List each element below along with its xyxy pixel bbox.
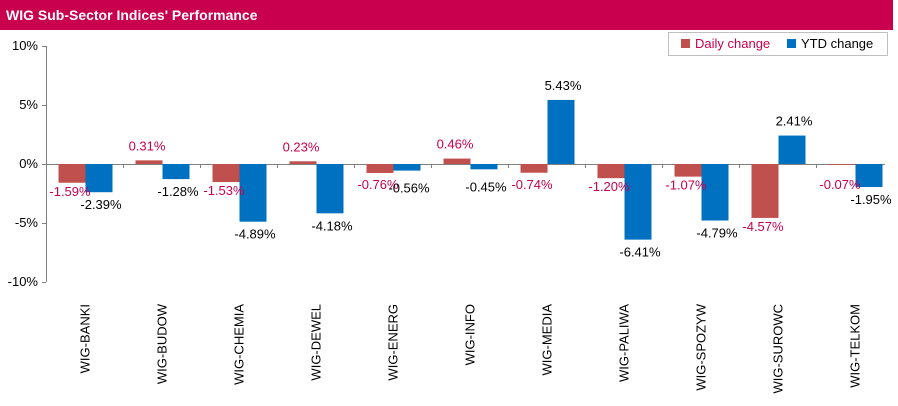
daily-change-data-label: -0.74% — [511, 177, 553, 192]
daily-change-bar — [751, 164, 779, 218]
daily-change-data-label: 0.23% — [283, 139, 320, 154]
ytd-change-data-label: -1.95% — [850, 192, 892, 207]
ytd-change-bar — [85, 164, 113, 193]
ytd-change-data-label: -0.56% — [388, 181, 430, 196]
daily-change-data-label: -1.20% — [588, 179, 630, 194]
daily-change-bar — [520, 164, 548, 173]
daily-change-data-label: -0.07% — [819, 177, 861, 192]
ytd-change-bar — [162, 164, 190, 180]
ytd-change-data-label: -4.18% — [311, 218, 353, 233]
daily-change-bar — [212, 164, 240, 183]
legend-swatch-daily — [681, 39, 690, 48]
ytd-change-data-label: 2.41% — [776, 114, 813, 129]
ytd-change-bar — [701, 164, 729, 221]
y-tick-label: -5% — [15, 215, 39, 230]
x-category-label: WIG-ENERG — [386, 304, 401, 381]
ytd-change-data-label: -6.41% — [619, 245, 661, 260]
legend-swatch-ytd — [787, 39, 796, 48]
daily-change-data-label: -0.76% — [357, 177, 399, 192]
y-tick-label: 5% — [19, 97, 38, 112]
legend-item-ytd: YTD change — [787, 36, 873, 51]
legend-label-ytd: YTD change — [801, 36, 874, 51]
x-category-label: WIG-BUDOW — [155, 303, 170, 384]
x-category-label: WIG-TELKOM — [848, 304, 863, 388]
x-category-label: WIG-MEDIA — [540, 304, 555, 376]
ytd-change-data-label: -4.89% — [234, 227, 276, 242]
daily-change-data-label: 0.31% — [129, 138, 166, 153]
y-tick-label: 0% — [19, 156, 38, 171]
ytd-change-data-label: -0.45% — [465, 179, 507, 194]
legend-label-daily: Daily change — [695, 36, 771, 51]
ytd-change-bar — [855, 164, 883, 188]
x-category-label: WIG-SUROWC — [771, 304, 786, 394]
daily-change-bar — [443, 158, 471, 164]
x-category-label: WIG-DEWEL — [309, 304, 324, 381]
daily-change-bar — [597, 164, 625, 179]
daily-change-bar — [135, 160, 163, 164]
x-category-label: WIG-CHEMIA — [232, 304, 247, 385]
chart-title: WIG Sub-Sector Indices' Performance — [6, 7, 258, 23]
ytd-change-bar — [316, 164, 344, 214]
y-tick-label: 10% — [12, 38, 38, 53]
daily-change-bar — [58, 164, 86, 183]
chart-header-bar: WIG Sub-Sector Indices' Performance — [0, 0, 893, 30]
x-category-label: WIG-SPOZYW — [694, 303, 709, 390]
ytd-change-bar — [470, 164, 498, 170]
ytd-change-bar — [239, 164, 267, 222]
ytd-change-data-label: 5.43% — [545, 78, 582, 93]
daily-change-data-label: -1.59% — [49, 184, 91, 199]
daily-change-bar — [366, 164, 394, 173]
daily-change-bar — [828, 164, 856, 165]
ytd-change-bar — [393, 164, 421, 171]
ytd-change-bar — [624, 164, 652, 240]
y-tick-label: -10% — [8, 274, 39, 289]
daily-change-data-label: -1.07% — [665, 178, 707, 193]
ytd-change-bar — [547, 99, 575, 164]
ytd-change-data-label: -4.79% — [696, 226, 738, 241]
x-category-label: WIG-BANKI — [78, 304, 93, 373]
x-category-label: WIG-PALIWA — [617, 304, 632, 382]
legend-item-daily: Daily change — [681, 36, 770, 51]
chart-legend: Daily change YTD change — [668, 32, 888, 56]
daily-change-data-label: 0.46% — [437, 137, 474, 152]
ytd-change-data-label: -2.39% — [80, 197, 122, 212]
daily-change-bar — [674, 164, 702, 177]
x-category-label: WIG-INFO — [463, 304, 478, 365]
daily-change-data-label: -4.57% — [742, 219, 784, 234]
ytd-change-bar — [778, 135, 806, 164]
ytd-change-data-label: -1.28% — [157, 184, 199, 199]
daily-change-bar — [289, 161, 317, 164]
daily-change-data-label: -1.53% — [203, 183, 245, 198]
